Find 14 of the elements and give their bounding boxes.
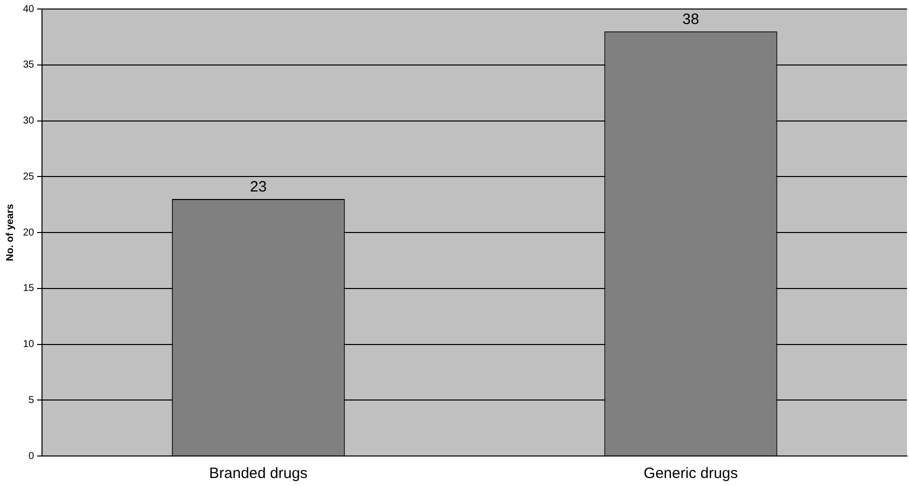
y-tick-label: 30 [23, 116, 35, 126]
y-tick-label: 10 [23, 339, 35, 350]
y-axis-title: No. of years [4, 203, 16, 262]
data-label: 23 [250, 178, 267, 196]
x-tick-label: Branded drugs [209, 465, 308, 482]
y-tick-label: 40 [23, 4, 35, 15]
data-label: 38 [682, 10, 700, 28]
y-tick-label: 35 [23, 60, 35, 71]
y-tick-label: 25 [23, 171, 35, 182]
y-tick-label: 20 [23, 227, 35, 238]
x-tick-label: Generic drugs [644, 465, 738, 482]
y-tick-label: 15 [23, 283, 35, 294]
y-tick-label: 0 [28, 450, 35, 462]
y-tick-label: 5 [28, 394, 35, 406]
